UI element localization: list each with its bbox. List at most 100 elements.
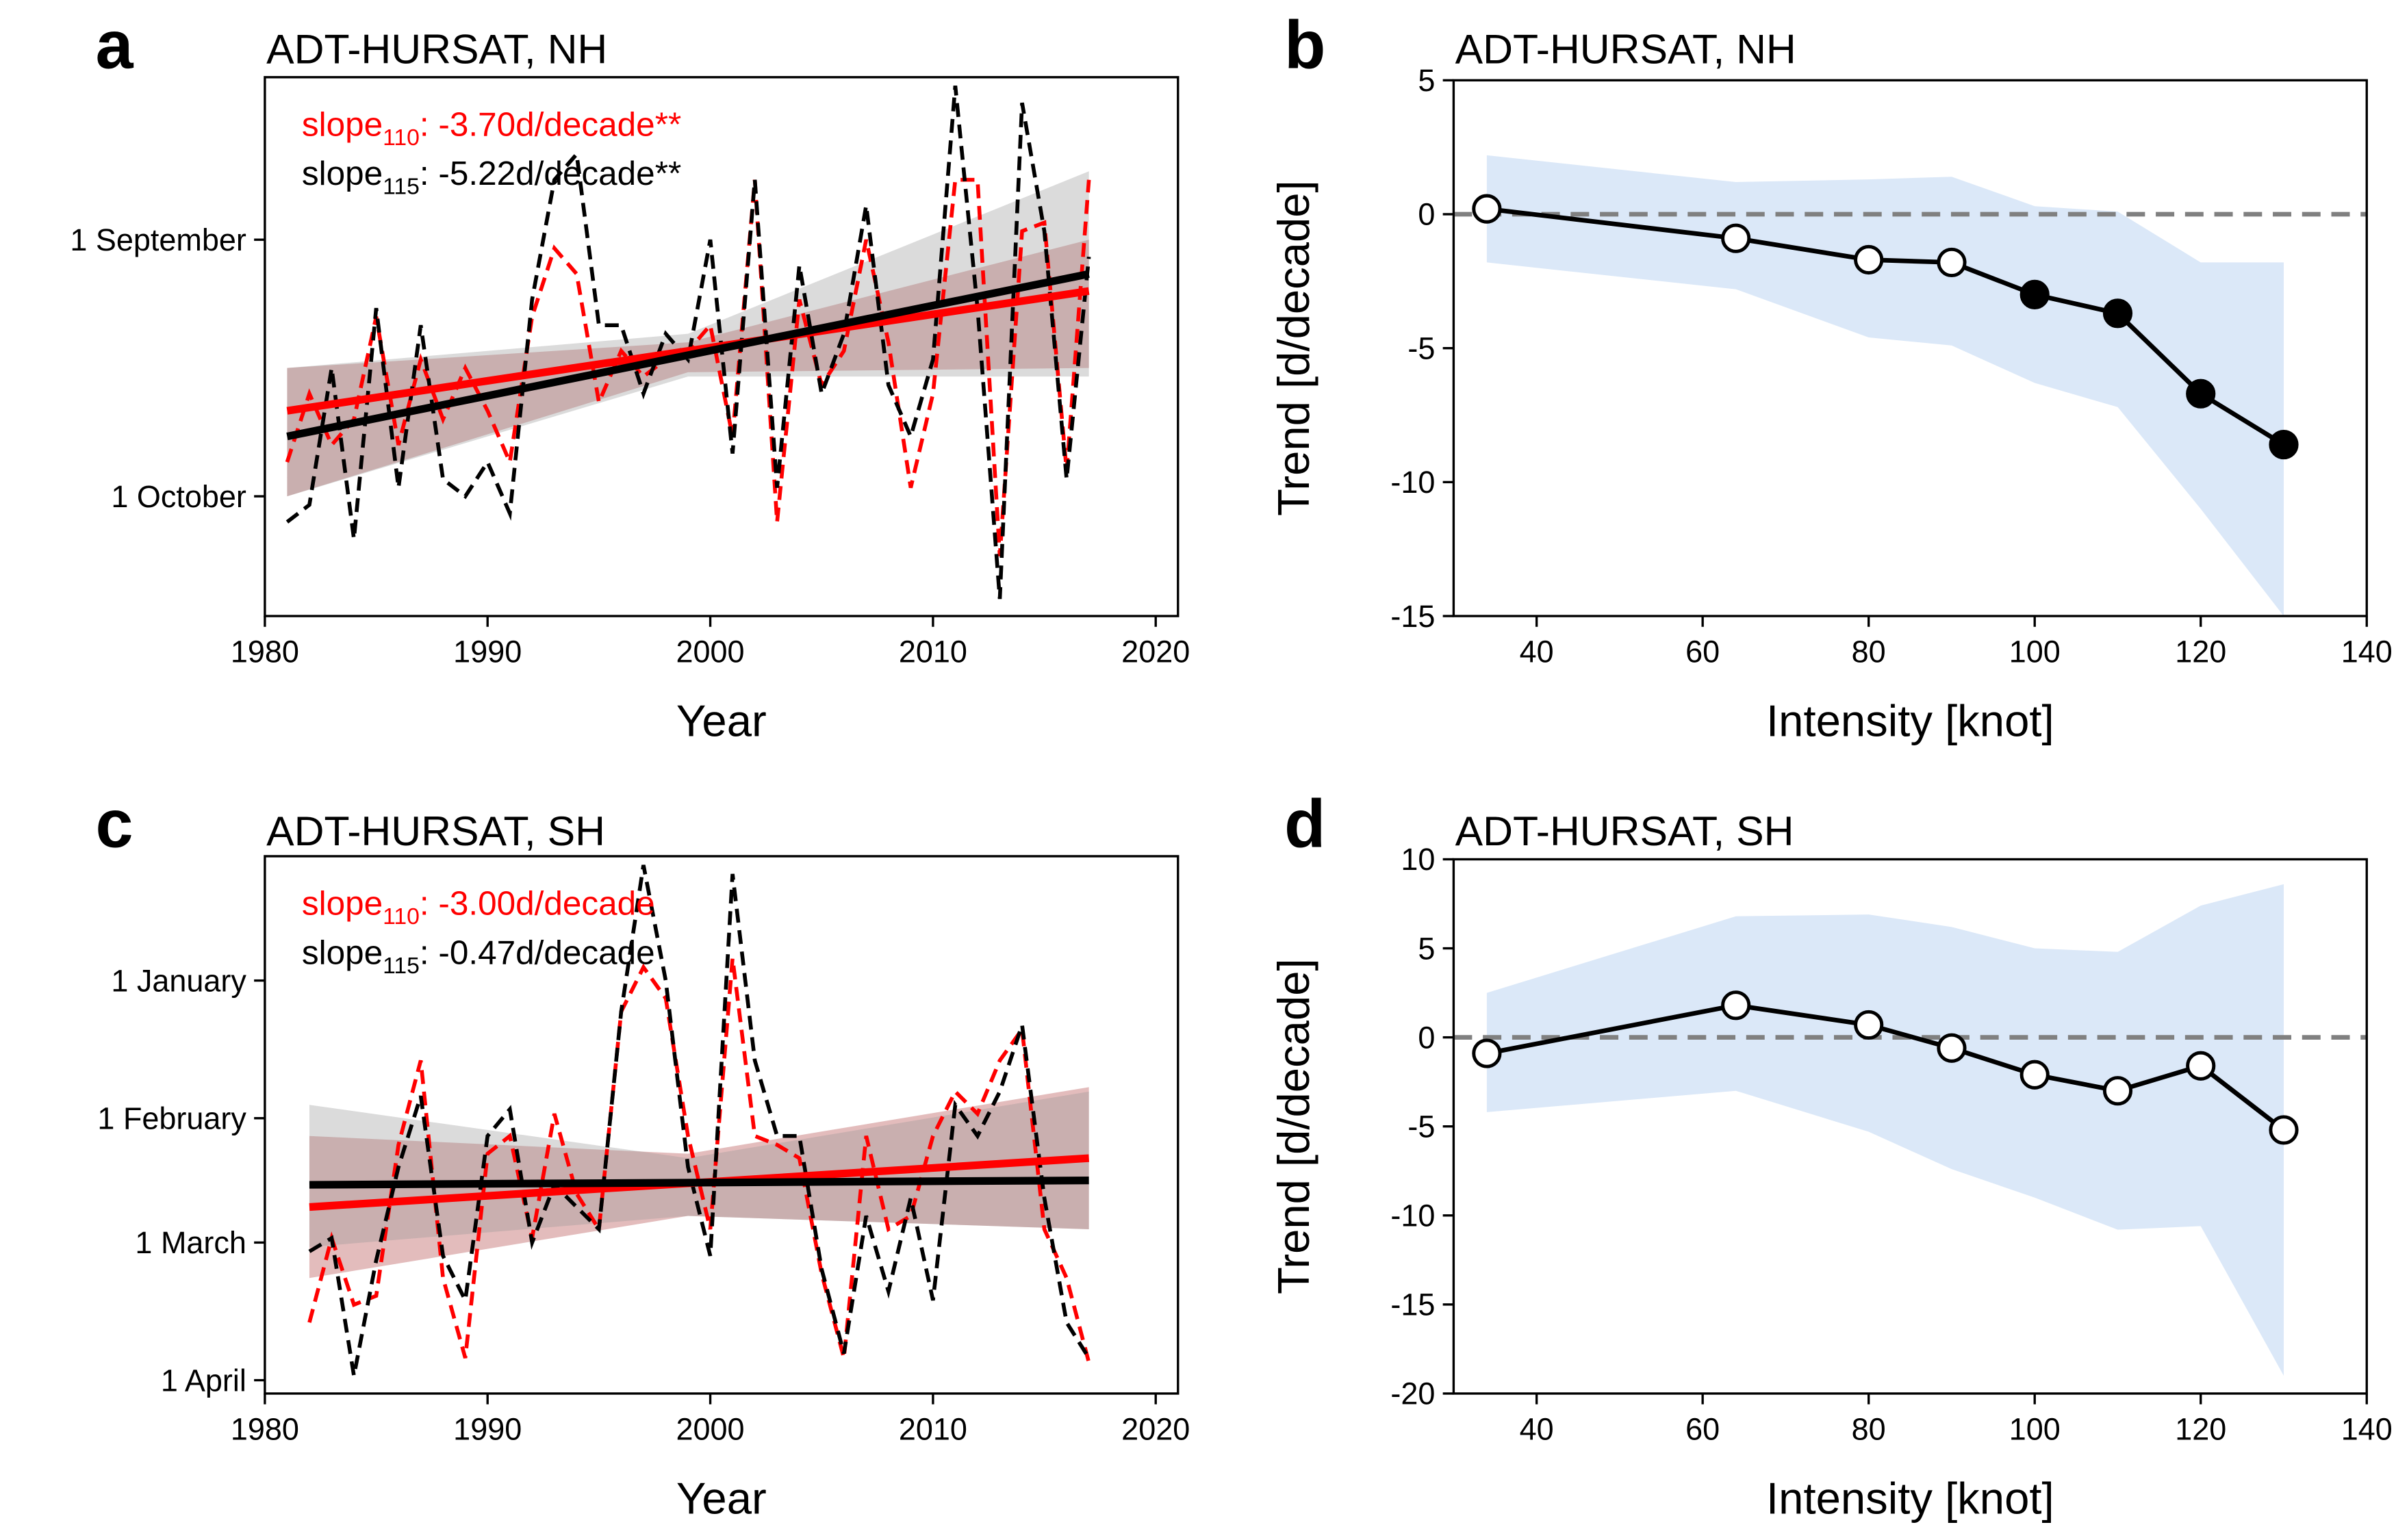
x-tick-label: 1990	[453, 634, 522, 669]
annotation-sub: 110	[383, 903, 420, 929]
x-tick-label: 2000	[676, 1411, 745, 1446]
x-tick-label: 2020	[1121, 634, 1190, 669]
y-tick-label: 1 January	[111, 963, 246, 998]
y-tick-label: 1 April	[161, 1363, 246, 1398]
annotation-text: slope	[302, 105, 383, 143]
plot-area	[307, 864, 1091, 1376]
x-tick-label: 1980	[231, 634, 299, 669]
x-tick-label: 2010	[899, 1411, 967, 1446]
plot-area	[285, 86, 1091, 600]
annotation: slope115: -5.22d/decade**	[302, 155, 681, 199]
marker	[1472, 194, 1502, 224]
x-axis-label: Intensity [knot]	[1766, 1473, 2054, 1523]
marker	[1721, 990, 1751, 1021]
y-tick-label: -10	[1390, 465, 1435, 500]
marker	[2269, 1115, 2299, 1145]
axes-frame	[1452, 79, 2368, 617]
y-tick-label: -15	[1390, 599, 1435, 634]
x-tick-label: 60	[1685, 634, 1720, 669]
panel-letter: a	[95, 6, 133, 82]
y-tick-label: 10	[1401, 842, 1435, 877]
marker	[2186, 378, 2216, 409]
annotation: slope115: -0.47d/decade	[302, 934, 655, 978]
annotation: slope110: -3.70d/decade**	[302, 105, 681, 150]
panel-title: ADT-HURSAT, NH	[266, 26, 607, 73]
x-tick-label: 80	[1852, 1411, 1886, 1446]
x-tick-label: 140	[2341, 634, 2393, 669]
y-tick-label: -5	[1407, 1109, 1435, 1144]
panel-letter: b	[1284, 6, 1325, 82]
series-line	[285, 86, 1091, 600]
series-line	[308, 864, 1091, 1376]
x-axis-label: Intensity [knot]	[1766, 696, 2054, 746]
y-tick-label: 0	[1418, 197, 1435, 232]
marker	[2102, 1076, 2133, 1106]
fit-band	[309, 1091, 1089, 1247]
annotation-sub: 115	[383, 953, 420, 979]
fit-line	[286, 287, 1090, 415]
y-tick-label: 5	[1418, 931, 1435, 966]
fit-line	[286, 270, 1090, 441]
x-axis-label: Year	[676, 1473, 767, 1523]
series-line	[1486, 206, 2285, 447]
x-tick-label: 120	[2175, 634, 2226, 669]
marker	[2019, 279, 2050, 309]
annotation-rest: : -3.00d/decade	[420, 884, 655, 922]
annotation: slope110: -3.00d/decade	[302, 884, 655, 929]
annotation-text: slope	[302, 884, 383, 922]
x-tick-label: 120	[2175, 1411, 2226, 1446]
marker	[2102, 298, 2133, 329]
y-tick-label: -10	[1390, 1198, 1435, 1233]
plot-area	[1453, 155, 2367, 617]
x-tick-label: 40	[1520, 1411, 1554, 1446]
marker	[1937, 247, 1967, 278]
x-tick-label: 1980	[231, 1411, 299, 1446]
x-tick-label: 60	[1685, 1411, 1720, 1446]
marker	[2269, 429, 2299, 460]
y-tick-label: -5	[1407, 331, 1435, 365]
y-tick-label: 1 February	[97, 1101, 246, 1135]
marker	[1472, 1038, 1502, 1068]
y-tick-label: 1 October	[111, 479, 246, 514]
marker	[1937, 1033, 1967, 1063]
axes-frame	[1452, 858, 2368, 1395]
axes-frame	[264, 76, 1180, 617]
marker	[1854, 244, 1884, 275]
confidence-band	[1486, 884, 2284, 1376]
series-line	[307, 958, 1091, 1363]
x-tick-label: 2020	[1121, 1411, 1190, 1446]
marker	[2019, 1060, 2050, 1090]
panel-letter: d	[1284, 785, 1325, 861]
annotation-text: slope	[302, 934, 383, 971]
panel-title: ADT-HURSAT, SH	[1455, 808, 1794, 854]
panel-letter: c	[95, 785, 133, 861]
y-axis-label: Trend [d/decade]	[1269, 180, 1318, 516]
y-tick-label: 1 September	[70, 222, 246, 257]
fit-band	[287, 240, 1089, 497]
annotation-rest: : -0.47d/decade	[420, 934, 655, 971]
panel-title: ADT-HURSAT, NH	[1455, 26, 1796, 73]
plot-area	[1453, 884, 2367, 1376]
y-tick-label: -20	[1390, 1376, 1435, 1411]
panel-title: ADT-HURSAT, SH	[266, 808, 605, 854]
annotation-sub: 110	[383, 125, 420, 151]
x-tick-label: 2000	[676, 634, 745, 669]
x-tick-label: 80	[1852, 634, 1886, 669]
annotation-sub: 115	[383, 174, 420, 200]
marker	[1721, 223, 1751, 253]
annotation-text: slope	[302, 155, 383, 192]
x-tick-label: 40	[1520, 634, 1554, 669]
y-tick-label: 0	[1418, 1020, 1435, 1055]
x-axis-label: Year	[676, 696, 767, 746]
x-tick-label: 2010	[899, 634, 967, 669]
y-tick-label: 5	[1418, 63, 1435, 98]
x-tick-label: 100	[2009, 634, 2061, 669]
y-tick-label: 1 March	[135, 1225, 246, 1260]
marker	[2186, 1051, 2216, 1081]
confidence-band	[1486, 155, 2284, 617]
marker	[1854, 1010, 1884, 1040]
axes-frame	[264, 855, 1180, 1395]
fit-line	[309, 1176, 1089, 1189]
